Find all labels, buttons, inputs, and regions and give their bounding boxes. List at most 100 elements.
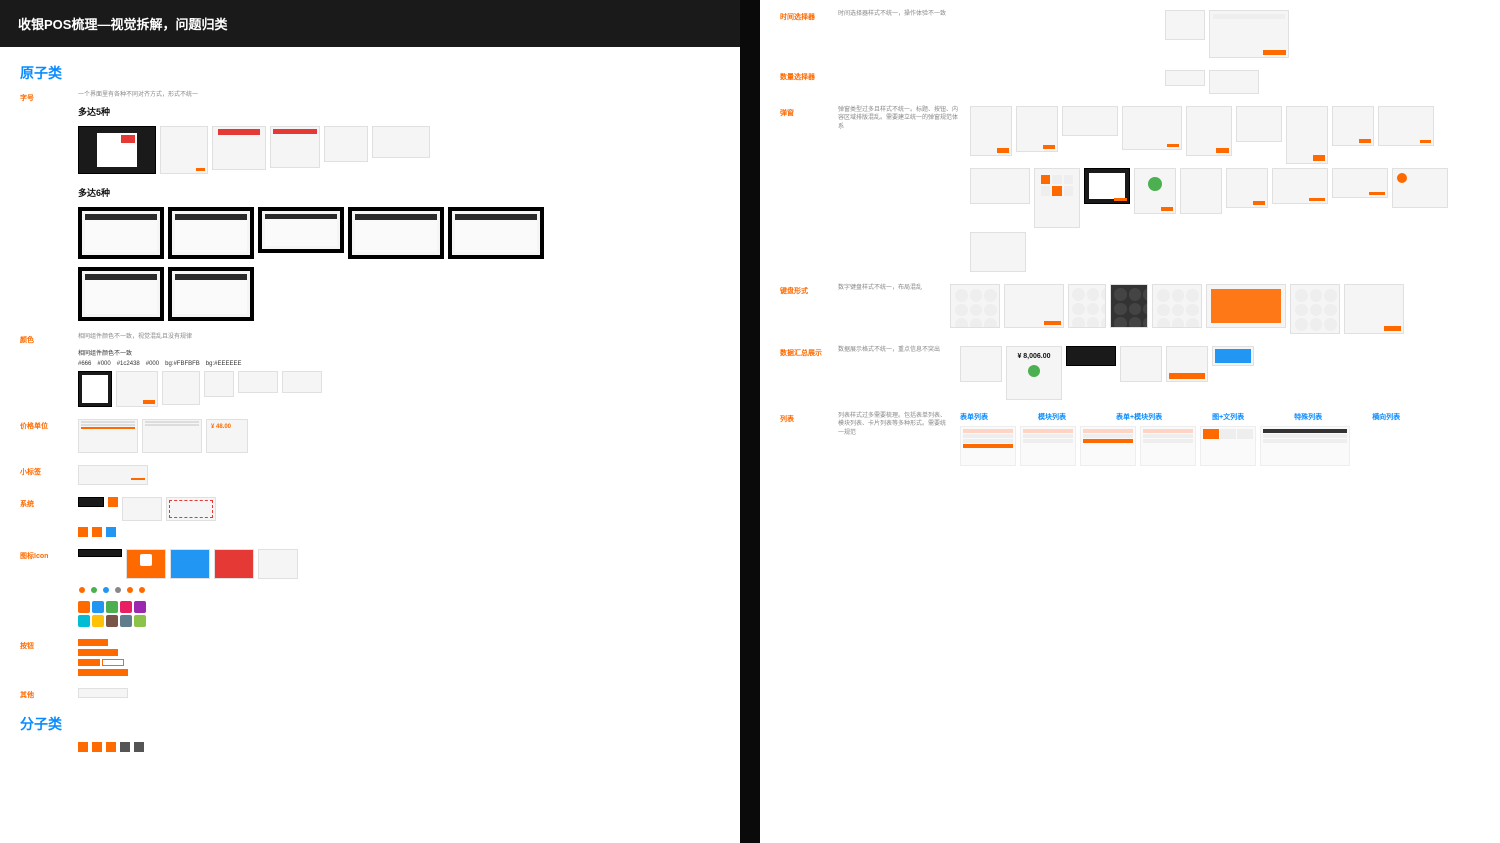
thumb: [1066, 346, 1116, 366]
thumb: [78, 371, 112, 407]
thumb: [78, 527, 88, 537]
row-list: 列表 列表样式过多需要梳理。包括表单列表、模块列表、卡片列表等多种形式。需要统一…: [780, 412, 1480, 466]
thumb: [348, 207, 444, 259]
font-thumbs-1: [78, 126, 720, 174]
row-label-tag: 小标签: [20, 465, 720, 485]
font-badge-1: 多达5种: [78, 105, 720, 118]
btn-sample: [78, 669, 128, 676]
thumb: [1166, 346, 1208, 382]
thumb: [168, 267, 254, 321]
section-molecules: 分子类: [20, 714, 720, 734]
right-panel: 时间选择器 时间选择器样式不统一，操作体验不一致 数量选择器: [760, 0, 1500, 843]
font-thumbs-2: [78, 207, 720, 259]
row-price: 价格单位 ¥ 48.00: [20, 419, 720, 453]
color-thumbs: [78, 371, 720, 407]
row-molecule-1: [20, 742, 720, 752]
thumb: [1165, 10, 1205, 40]
thumb: [108, 497, 118, 507]
thumb: [1272, 168, 1328, 204]
thumb: [214, 549, 254, 579]
thumb: [212, 126, 266, 170]
list-sample: [1020, 426, 1076, 466]
row-nav: 系统: [20, 497, 720, 537]
thumb: [162, 371, 200, 405]
thumb: [970, 168, 1030, 204]
thumb: [116, 371, 158, 407]
keypad-thumb: [1152, 284, 1202, 328]
thumb: [1120, 346, 1162, 382]
list-col-headers: 表单列表 模块列表 表单+模块列表 图+文列表 特殊列表 横向列表: [960, 412, 1480, 422]
thumb: [142, 419, 202, 453]
thumb: [204, 371, 234, 397]
thumb: [78, 465, 148, 485]
thumb: [78, 497, 104, 507]
thumb: [1016, 106, 1058, 152]
row-other: 其他: [20, 688, 720, 700]
thumb: [1062, 106, 1118, 136]
row-color: 颜色 相同组件颜色不一致，视觉混乱且没有规律 相同组件颜色不一致 #666 #0…: [20, 333, 720, 406]
icon-palette: [78, 601, 148, 627]
color-desc: 相同组件颜色不一致，视觉混乱且没有规律: [78, 333, 298, 341]
row-modal: 弹窗 弹窗类型过多且样式不统一。标题、按钮、内容区域排版混乱。需要建立统一的弹窗…: [780, 106, 1480, 272]
row-summary: 数据汇总展示 数据展示格式不统一，重点信息不突出 ¥ 8,006.00: [780, 346, 1480, 400]
row-qty: 数量选择器: [780, 70, 1480, 94]
thumb: [1134, 168, 1176, 214]
thumb: [1226, 168, 1268, 208]
left-panel: 收银POS梳理—视觉拆解，问题归类 原子类 字号 一个界面里有各种不同对齐方式，…: [0, 0, 740, 843]
thumb: [122, 497, 162, 521]
thumb: [1212, 346, 1254, 366]
row-icon: 图标Icon: [20, 549, 720, 627]
thumb: [970, 232, 1026, 272]
row-label-font: 字号: [20, 91, 66, 321]
keypad-thumb: [1110, 284, 1148, 328]
row-keypad: 键盘形式 数字键盘样式不统一，布局混乱: [780, 284, 1480, 334]
font-badge-2: 多达6种: [78, 186, 720, 199]
btn-sample: [78, 649, 118, 656]
font-desc: 一个界面里有各种不同对齐方式，形式不统一: [78, 91, 298, 99]
row-font: 字号 一个界面里有各种不同对齐方式，形式不统一 多达5种 多达6种: [20, 91, 720, 321]
font-thumbs-3: [78, 267, 720, 321]
thumb: [160, 126, 208, 174]
thumb: [258, 207, 344, 253]
thumb: [1180, 168, 1222, 214]
keypad-thumb: [950, 284, 1000, 328]
thumb: [78, 419, 138, 453]
thumb: [372, 126, 430, 158]
thumb: [258, 549, 298, 579]
thumb: [960, 346, 1002, 382]
row-time: 时间选择器 时间选择器样式不统一，操作体验不一致: [780, 10, 1480, 58]
left-content: 原子类 字号 一个界面里有各种不同对齐方式，形式不统一 多达5种: [0, 47, 740, 843]
thumb: [126, 549, 166, 579]
thumb-calendar: [1209, 10, 1289, 58]
row-label-price: 价格单位: [20, 419, 66, 453]
thumb: [1209, 70, 1259, 94]
thumb: ¥ 8,006.00: [1006, 346, 1062, 400]
color-swatches: #666 #000 #1c2438 #000 bg:#FBFBFB bg:#EE…: [78, 361, 720, 367]
thumb: [1122, 106, 1182, 150]
thumb: [324, 126, 368, 162]
thumb: [1186, 106, 1232, 156]
thumb: [448, 207, 544, 259]
thumb: [78, 126, 156, 174]
list-sample: [1260, 426, 1350, 466]
btn-sample: [78, 639, 108, 646]
thumb: [92, 527, 102, 537]
thumb: ¥ 48.00: [206, 419, 248, 453]
thumb: [238, 371, 278, 393]
right-content: 时间选择器 时间选择器样式不统一，操作体验不一致 数量选择器: [760, 0, 1500, 843]
color-sub: 相同组件颜色不一致: [78, 348, 720, 357]
list-sample: [1200, 426, 1256, 466]
keypad-thumb: [1068, 284, 1106, 328]
row-label-color: 颜色: [20, 333, 66, 406]
thumb: [1332, 106, 1374, 146]
thumb: [168, 207, 254, 259]
thumb: [78, 688, 128, 698]
thumb: [1034, 168, 1080, 228]
thumb: [1236, 106, 1282, 142]
section-atoms: 原子类: [20, 63, 720, 83]
thumb: [1286, 106, 1328, 164]
thumb: [166, 497, 216, 521]
keypad-thumb: [1344, 284, 1404, 334]
list-sample: [1140, 426, 1196, 466]
page-title: 收银POS梳理—视觉拆解，问题归类: [0, 0, 740, 47]
